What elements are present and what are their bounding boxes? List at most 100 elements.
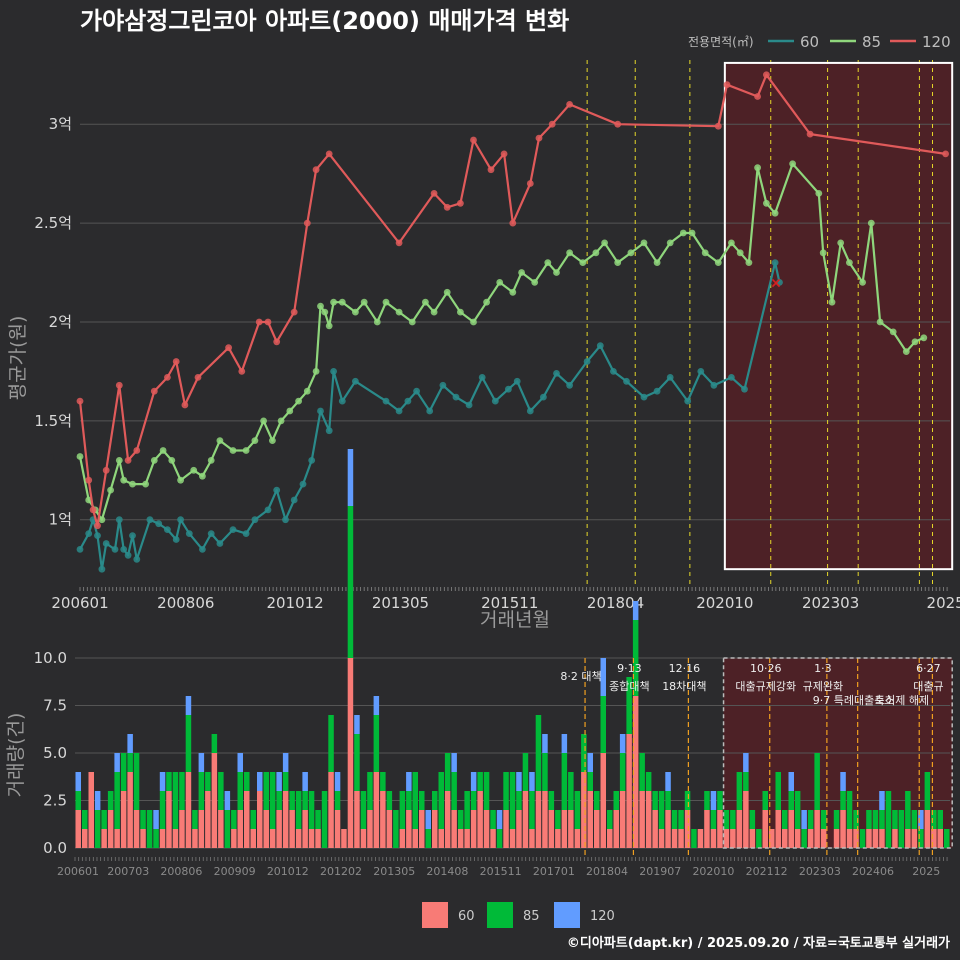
data-point-85 — [395, 308, 403, 316]
volume-bar-120 — [198, 753, 205, 772]
data-point-85 — [889, 328, 897, 336]
volume-bar-60 — [451, 810, 457, 848]
volume-bar-85 — [282, 772, 289, 791]
bar-legend-swatch-85 — [487, 902, 513, 928]
volume-bar-60 — [723, 829, 730, 848]
volume-bar-60 — [639, 791, 645, 848]
data-point-85 — [553, 269, 560, 276]
data-point-60 — [413, 387, 420, 395]
data-point-120 — [806, 130, 814, 138]
data-point-60 — [653, 387, 661, 395]
data-point-85 — [679, 229, 687, 237]
volume-bar-85 — [490, 810, 496, 829]
volume-bar-60 — [88, 772, 94, 848]
data-point-85 — [360, 298, 368, 306]
data-point-85 — [736, 249, 744, 257]
data-point-120 — [942, 150, 949, 158]
volume-bar-85 — [321, 791, 328, 848]
data-point-85 — [129, 480, 136, 488]
x-tick-label: 201305 — [372, 594, 429, 612]
volume-bar-60 — [334, 810, 341, 848]
data-point-60 — [330, 368, 337, 375]
volume-bar-85 — [600, 696, 606, 753]
data-point-120 — [290, 308, 298, 316]
volume-bar-85 — [632, 620, 639, 696]
volume-bar-120 — [425, 810, 431, 829]
bar-legend-swatch-120 — [554, 902, 580, 928]
volume-bar-120 — [496, 810, 503, 829]
volume-x-tick-label: 201701 — [533, 865, 575, 878]
data-point-60 — [177, 516, 185, 524]
bar-legend-label-85: 85 — [523, 909, 540, 924]
volume-bar-60 — [762, 810, 768, 848]
volume-x-tick-label: 201907 — [639, 865, 681, 878]
data-point-120 — [325, 150, 333, 158]
volume-bar-85 — [574, 791, 581, 829]
volume-bar-120 — [516, 772, 522, 791]
volume-bar-60 — [159, 829, 166, 848]
data-point-120 — [133, 447, 141, 454]
data-point-85 — [150, 457, 158, 464]
volume-bar-60 — [490, 829, 496, 848]
data-point-120 — [303, 219, 311, 227]
data-point-60 — [308, 457, 316, 464]
x-tick-label: 201511 — [481, 594, 538, 612]
data-point-60 — [452, 393, 460, 401]
data-point-85 — [483, 298, 490, 306]
volume-bar-60 — [367, 810, 373, 848]
volume-bar-85 — [820, 810, 827, 829]
volume-bar-85 — [529, 791, 535, 829]
data-point-85 — [199, 472, 206, 480]
data-point-85 — [614, 259, 622, 266]
policy-annotation: 토허제 해제 — [875, 693, 929, 707]
data-point-60 — [273, 486, 281, 494]
data-point-85 — [666, 239, 674, 247]
data-point-60 — [382, 397, 390, 405]
volume-bar-85 — [594, 791, 600, 810]
x-tick-label: 2025 — [927, 594, 960, 612]
data-point-60 — [465, 401, 473, 409]
policy-annotation: 9·7 특례대출축소 — [813, 694, 895, 707]
data-point-120 — [181, 401, 189, 409]
volume-bar-120 — [334, 772, 341, 791]
data-point-120 — [526, 180, 534, 187]
data-point-120 — [273, 338, 281, 346]
volume-bar-120 — [127, 734, 133, 753]
data-point-120 — [614, 120, 622, 128]
volume-bar-85 — [483, 772, 490, 810]
volume-bar-85 — [250, 810, 256, 829]
y-tick-label: 1.5억 — [34, 412, 72, 430]
data-point-120 — [115, 381, 123, 389]
data-point-60 — [133, 555, 141, 563]
bar-legend-swatch-60 — [422, 902, 448, 928]
volume-y-tick-label: 10.0 — [34, 649, 67, 667]
data-point-85 — [286, 407, 294, 415]
data-point-60 — [207, 530, 215, 537]
volume-bar-60 — [114, 829, 120, 848]
data-point-85 — [763, 199, 770, 207]
data-point-85 — [295, 397, 302, 405]
volume-bar-60 — [172, 829, 179, 848]
data-point-120 — [255, 318, 263, 326]
volume-bar-85 — [419, 791, 425, 810]
y-axis-label: 평균가(원) — [7, 316, 29, 401]
data-point-60 — [251, 516, 259, 524]
volume-bar-60 — [782, 829, 788, 848]
volume-bar-60 — [315, 829, 321, 848]
volume-bar-85 — [101, 810, 107, 829]
volume-bar-85 — [924, 772, 931, 810]
volume-bar-60 — [107, 810, 114, 848]
data-point-60 — [338, 397, 346, 405]
data-point-85 — [653, 259, 661, 266]
volume-bar-60 — [872, 829, 879, 848]
y-tick-label: 2억 — [49, 313, 72, 331]
volume-bar-60 — [743, 791, 749, 848]
volume-bar-85 — [263, 772, 269, 810]
volume-bar-60 — [82, 829, 88, 848]
volume-bar-85 — [470, 791, 477, 810]
volume-bar-85 — [807, 810, 814, 829]
data-point-60 — [242, 530, 250, 537]
data-point-85 — [627, 249, 635, 257]
policy-annotation-date: 1·3 — [814, 662, 832, 675]
bottom-legend: 60 85 120 — [422, 902, 615, 928]
